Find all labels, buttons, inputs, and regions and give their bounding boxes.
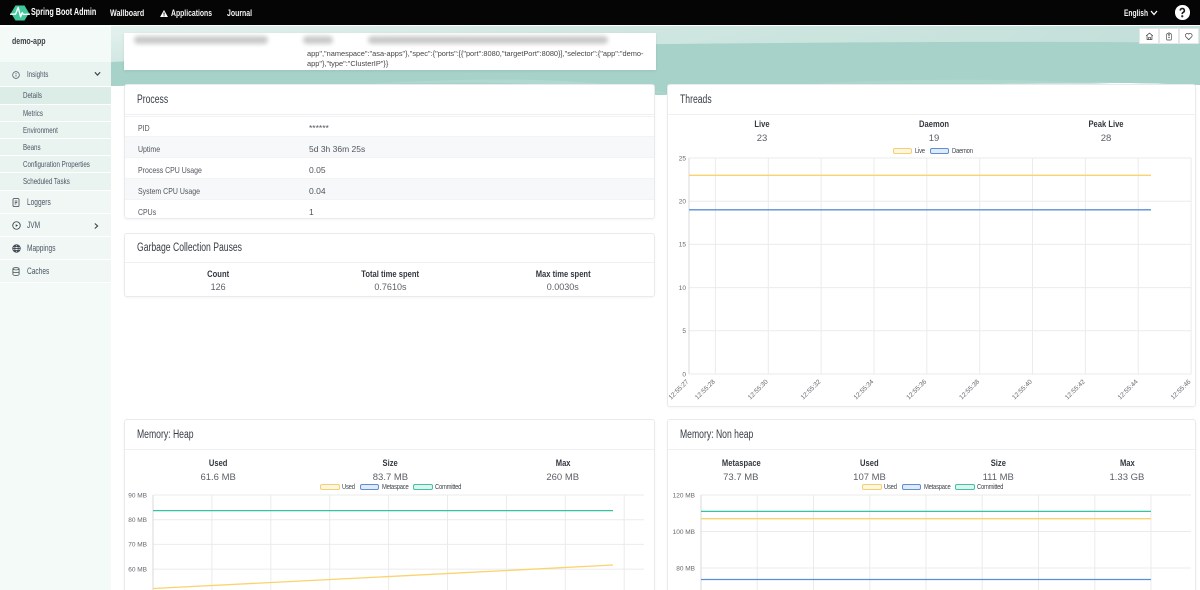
svg-text:90 MB: 90 MB [128,492,147,499]
svg-text:12:55:42: 12:55:42 [1064,378,1087,401]
svg-text:10: 10 [679,285,687,292]
svg-text:0: 0 [682,371,686,378]
svg-text:12:55:38: 12:55:38 [958,378,981,401]
svg-text:100 MB: 100 MB [673,529,695,536]
svg-text:12:55:32: 12:55:32 [800,378,823,401]
svg-text:60 MB: 60 MB [128,566,147,573]
svg-text:80 MB: 80 MB [128,517,147,524]
svg-text:12:55:34: 12:55:34 [853,378,876,401]
svg-text:120 MB: 120 MB [673,492,695,499]
svg-text:5: 5 [682,328,686,335]
svg-text:20: 20 [679,199,687,206]
svg-text:12:55:36: 12:55:36 [905,378,928,401]
svg-text:12:55:40: 12:55:40 [1011,378,1034,401]
svg-text:12:55:27: 12:55:27 [668,378,691,401]
svg-text:15: 15 [679,242,687,249]
svg-text:70 MB: 70 MB [128,542,147,549]
svg-text:12:55:46: 12:55:46 [1170,378,1193,401]
svg-text:12:55:30: 12:55:30 [747,378,770,401]
svg-text:25: 25 [679,155,687,162]
svg-text:80 MB: 80 MB [676,565,695,572]
svg-text:12:55:28: 12:55:28 [694,378,717,401]
svg-text:12:55:44: 12:55:44 [1117,378,1140,401]
